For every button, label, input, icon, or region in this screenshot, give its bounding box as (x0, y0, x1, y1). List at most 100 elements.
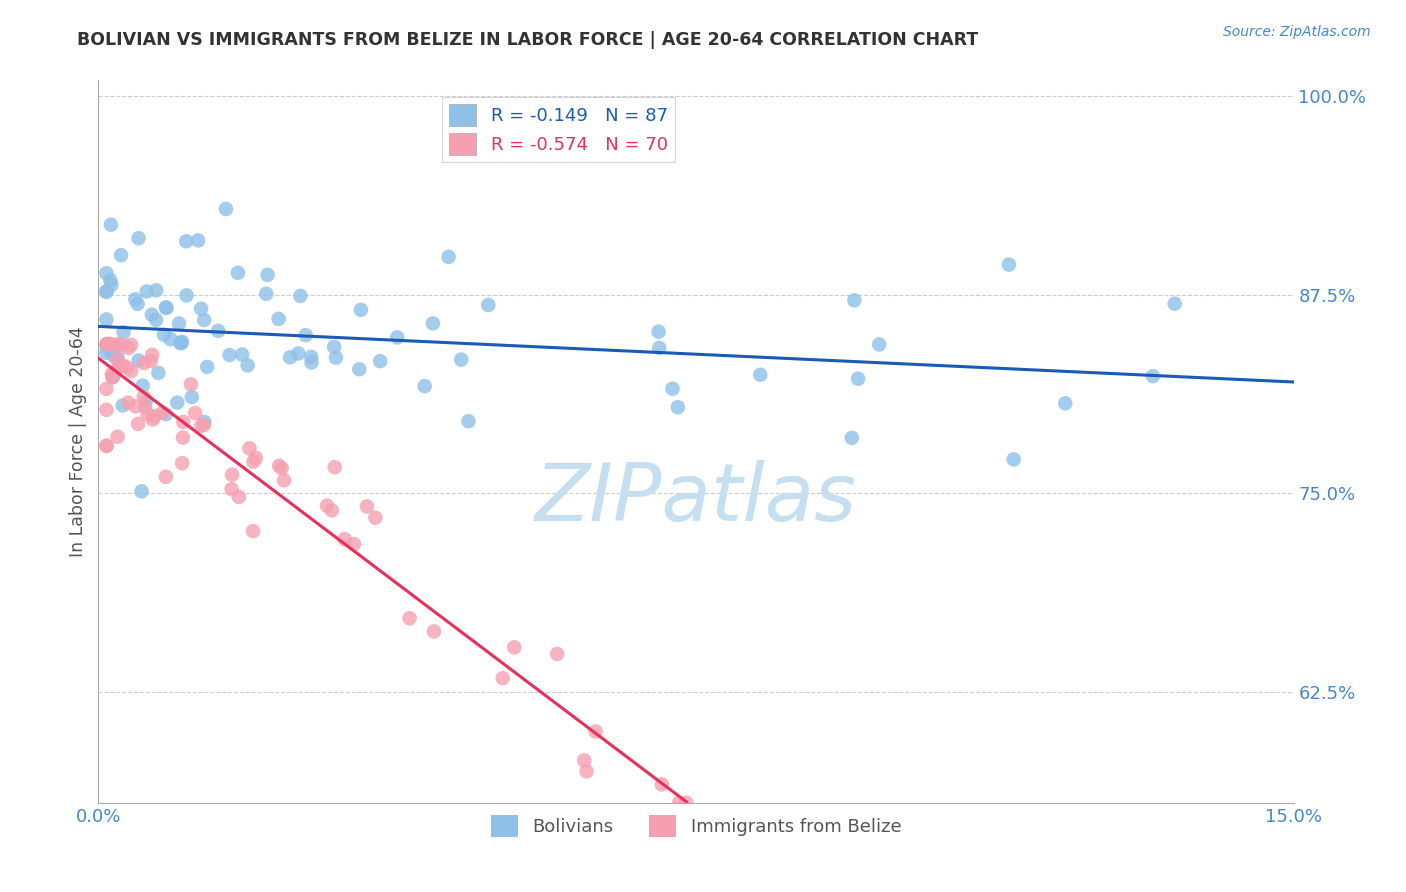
Point (184, 406, 207, 420)
Point (180, 377, 202, 392)
Point (749, 368, 772, 382)
Point (398, 611, 420, 625)
Point (107, 337, 129, 351)
Point (477, 298, 499, 312)
Point (675, 796, 697, 810)
Point (661, 382, 683, 396)
Point (193, 418, 215, 433)
Point (135, 393, 157, 408)
Point (135, 285, 157, 299)
Point (96, 266, 118, 280)
Y-axis label: In Labor Force | Age 20-64: In Labor Force | Age 20-64 (69, 326, 87, 557)
Point (437, 250, 460, 264)
Point (128, 231, 150, 245)
Point (111, 399, 134, 413)
Point (111, 337, 134, 351)
Point (492, 671, 515, 685)
Point (651, 777, 673, 791)
Point (450, 352, 472, 367)
Point (245, 450, 267, 465)
Point (153, 327, 176, 342)
Point (364, 510, 387, 524)
Point (256, 268, 278, 282)
Point (159, 332, 181, 346)
Point (1002, 452, 1025, 467)
Point (666, 401, 689, 415)
Point (193, 313, 215, 327)
Point (267, 311, 290, 326)
Point (134, 400, 156, 414)
Point (299, 350, 322, 364)
Point (343, 537, 366, 551)
Point (226, 266, 249, 280)
Point (98, 343, 121, 358)
Point (170, 334, 193, 349)
Point (294, 328, 316, 343)
Point (98, 337, 121, 351)
Point (647, 325, 669, 339)
Point (273, 473, 295, 487)
Point (155, 407, 177, 421)
Point (457, 414, 479, 428)
Point (238, 442, 260, 456)
Point (574, 754, 596, 768)
Point (301, 355, 323, 369)
Point (228, 490, 250, 504)
Point (155, 301, 177, 315)
Point (349, 362, 371, 376)
Point (148, 366, 170, 380)
Point (141, 308, 163, 322)
Point (112, 359, 135, 373)
Point (103, 349, 125, 363)
Point (131, 378, 153, 392)
Point (221, 482, 243, 496)
Point (325, 351, 347, 365)
Point (145, 283, 167, 297)
Point (868, 337, 890, 351)
Point (333, 532, 356, 546)
Point (107, 359, 129, 374)
Point (413, 379, 436, 393)
Point (96, 285, 118, 299)
Point (128, 353, 150, 368)
Point (207, 324, 229, 338)
Point (101, 367, 124, 381)
Point (172, 415, 194, 429)
Point (190, 301, 212, 316)
Point (166, 395, 188, 409)
Point (96, 439, 118, 453)
Point (242, 524, 264, 538)
Point (668, 796, 690, 810)
Point (172, 456, 194, 470)
Point (120, 364, 142, 378)
Point (117, 341, 139, 355)
Point (190, 418, 212, 433)
Point (1142, 369, 1164, 384)
Point (132, 356, 155, 370)
Point (96, 338, 118, 352)
Point (96, 402, 118, 417)
Point (96, 337, 118, 351)
Point (96, 439, 118, 453)
Point (193, 415, 215, 429)
Point (387, 330, 409, 344)
Point (1054, 396, 1077, 410)
Point (1163, 296, 1185, 310)
Point (423, 624, 446, 639)
Point (287, 346, 309, 360)
Point (101, 370, 124, 384)
Point (278, 351, 301, 365)
Point (143, 409, 166, 424)
Point (115, 360, 138, 375)
Point (323, 460, 346, 475)
Point (998, 258, 1021, 272)
Point (231, 347, 253, 361)
Point (96, 345, 118, 359)
Point (112, 325, 135, 339)
Legend: Bolivians, Immigrants from Belize: Bolivians, Immigrants from Belize (484, 808, 908, 845)
Text: ZIPatlas: ZIPatlas (534, 460, 858, 539)
Point (167, 317, 190, 331)
Point (124, 293, 146, 307)
Point (368, 354, 391, 368)
Point (117, 395, 139, 409)
